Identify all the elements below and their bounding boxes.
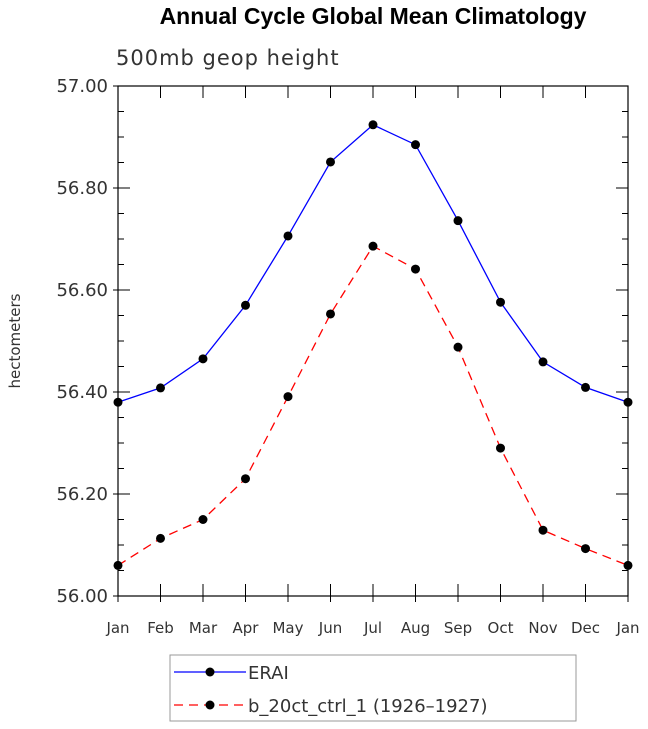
plot-frame bbox=[117, 85, 629, 597]
series-line-1 bbox=[117, 245, 629, 567]
x-tick-label: Jun bbox=[318, 619, 342, 637]
x-tick-label: Feb bbox=[147, 619, 174, 637]
series-1-point bbox=[453, 342, 463, 352]
legend-item-ctrl: b_20ct_ctrl_1 (1926–1927) bbox=[174, 696, 487, 717]
series-1-point bbox=[538, 525, 548, 535]
series-0-point bbox=[156, 383, 165, 393]
series-1-point bbox=[113, 560, 123, 570]
series-0-point bbox=[368, 120, 378, 130]
legend-item-erai: ERAI bbox=[174, 663, 289, 684]
y-tick-label: 57.00 bbox=[56, 76, 108, 97]
series-0-point bbox=[326, 157, 335, 167]
legend-box bbox=[169, 654, 577, 722]
series-1-point bbox=[368, 241, 378, 251]
y-tick-label: 56.00 bbox=[56, 586, 108, 607]
series-0-point bbox=[623, 397, 633, 407]
x-tick-label: Mar bbox=[189, 619, 218, 637]
y-tick-label: 56.40 bbox=[56, 382, 108, 403]
x-tick-label: Apr bbox=[233, 619, 260, 637]
x-tick-label: Jul bbox=[363, 619, 382, 637]
chart-subtitle: 500mb geop height bbox=[116, 46, 340, 70]
series-1-point bbox=[198, 515, 208, 524]
series-0-point bbox=[198, 354, 208, 364]
legend-marker-ctrl bbox=[205, 700, 215, 710]
x-tick-label: Aug bbox=[401, 619, 430, 637]
legend-label-erai: ERAI bbox=[248, 663, 289, 684]
series-1-point bbox=[326, 309, 335, 319]
series-1-point bbox=[283, 392, 293, 402]
series-1-point bbox=[411, 264, 420, 274]
chart-title: Annual Cycle Global Mean Climatology bbox=[160, 3, 587, 29]
series-line-0 bbox=[117, 124, 629, 403]
series-0-point bbox=[581, 382, 590, 392]
y-axis-label: hectometers bbox=[6, 293, 24, 388]
series-0-point bbox=[283, 231, 293, 241]
x-tick-label: May bbox=[272, 619, 303, 637]
series-0-point bbox=[453, 216, 463, 226]
series-1-point bbox=[623, 560, 633, 570]
series-0-point bbox=[241, 300, 250, 310]
x-tick-label: Nov bbox=[528, 619, 557, 637]
x-tick-label: Oct bbox=[488, 619, 514, 637]
series-0-point bbox=[411, 140, 420, 150]
y-tick-label: 56.60 bbox=[56, 280, 108, 301]
series-1-point bbox=[156, 533, 165, 543]
series-1-point bbox=[581, 544, 590, 554]
x-tick-label: Sep bbox=[444, 619, 472, 637]
plot-area: 56.00 56.20 56.40 56.60 56.80 57.00 Jan Feb Mar A… bbox=[56, 76, 639, 637]
series-0-point bbox=[496, 297, 505, 307]
series-1-point bbox=[496, 443, 505, 453]
x-tick-label: Jan bbox=[615, 619, 639, 637]
legend: ERAI b_20ct_ctrl_1 (1926–1927) bbox=[169, 654, 577, 722]
series-0-point bbox=[538, 357, 548, 367]
legend-label-ctrl: b_20ct_ctrl_1 (1926–1927) bbox=[248, 696, 487, 717]
y-tick-label: 56.80 bbox=[56, 178, 108, 199]
series-0-point bbox=[113, 397, 123, 407]
x-tick-label: Dec bbox=[571, 619, 600, 637]
legend-marker-erai bbox=[205, 667, 215, 677]
y-tick-label: 56.20 bbox=[56, 484, 108, 505]
series-1-point bbox=[241, 474, 250, 484]
x-tick-label: Jan bbox=[105, 619, 129, 637]
